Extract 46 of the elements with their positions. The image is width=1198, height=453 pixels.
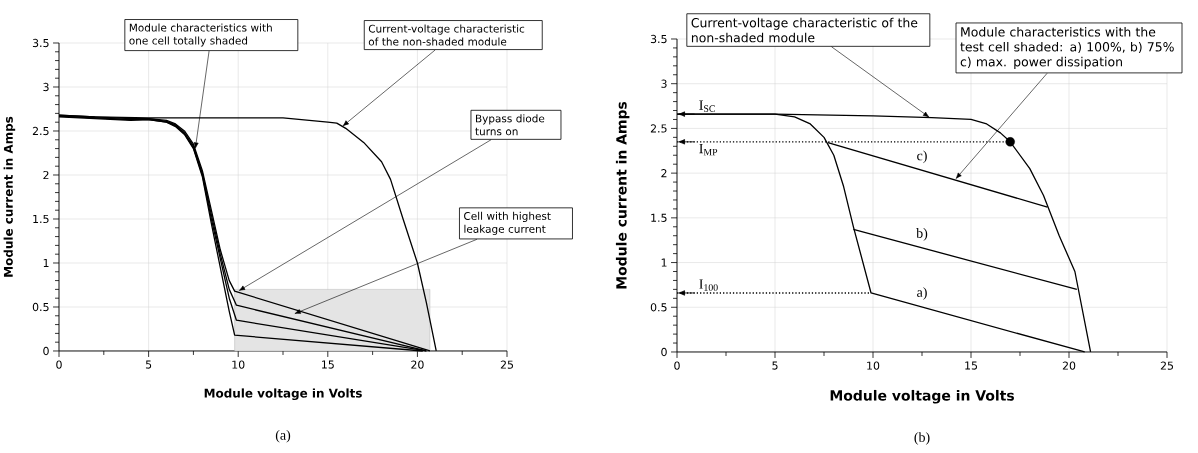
annotation: Module characteristics with one cell totally shaded bbox=[129, 23, 272, 47]
y-tick-label: 3.5 bbox=[32, 38, 49, 48]
annotation: b) bbox=[916, 228, 928, 241]
annotation: Current-voltage characteristic of the non-shaded module bbox=[368, 24, 525, 46]
y-tick-label: 3 bbox=[661, 79, 667, 88]
text: (a) bbox=[275, 429, 291, 443]
annotation: I$_{MP}$ bbox=[699, 144, 718, 156]
y-tick-label: 1.5 bbox=[651, 213, 667, 222]
text: (b) bbox=[914, 432, 930, 445]
y-tick-label: 1 bbox=[43, 259, 49, 267]
y-tick-label: 2.5 bbox=[32, 126, 49, 136]
x-tick-label: 10 bbox=[232, 360, 245, 369]
x-axis-title: Module voltage in Volts bbox=[830, 389, 1014, 404]
y-tick-label: 0 bbox=[43, 346, 49, 356]
x-tick-label: 25 bbox=[1160, 361, 1174, 370]
y-tick-label: 1 bbox=[661, 258, 667, 267]
y-axis-title: Module current in Amps bbox=[615, 101, 630, 289]
x-tick-label: 0 bbox=[56, 360, 62, 369]
x-tick-label: 5 bbox=[772, 361, 778, 370]
y-tick-label: 0 bbox=[661, 347, 667, 357]
annotation: Module characteristics with the test cell shaded: a) 100%, b) 75% c) max. power dissipation bbox=[960, 26, 1174, 69]
y-tick-label: 2 bbox=[43, 170, 49, 180]
x-tick-label: 0 bbox=[674, 361, 680, 370]
annotation: Current-voltage characteristic of the non-shaded module bbox=[691, 17, 918, 43]
y-tick-label: 0.5 bbox=[32, 302, 49, 312]
x-tick-label: 15 bbox=[322, 360, 334, 369]
x-axis-title: Module voltage in Volts bbox=[204, 388, 362, 401]
y-tick-label: 3.5 bbox=[650, 34, 667, 44]
annotation: Cell with highest leakage current bbox=[464, 211, 551, 235]
x-tick-label: 10 bbox=[867, 361, 880, 370]
y-tick-label: 1.5 bbox=[33, 214, 49, 224]
y-tick-label: 2.5 bbox=[650, 124, 667, 133]
y-tick-label: 2 bbox=[661, 169, 667, 178]
annotation: c) bbox=[917, 150, 927, 164]
y-tick-label: 0.5 bbox=[650, 303, 667, 312]
annotation: I$_{100}$ bbox=[699, 279, 718, 291]
x-tick-label: 15 bbox=[965, 361, 978, 370]
annotation: I$_{SC}$ bbox=[699, 100, 715, 112]
y-axis-title: Module current in Amps bbox=[3, 116, 16, 277]
x-tick-label: 5 bbox=[145, 360, 152, 369]
x-tick-label: 25 bbox=[500, 360, 514, 369]
annotation: a) bbox=[917, 287, 927, 300]
annotation: Bypass diode turns on bbox=[475, 114, 545, 136]
x-tick-label: 20 bbox=[411, 360, 424, 369]
y-tick-label: 3 bbox=[43, 82, 49, 92]
x-tick-label: 20 bbox=[1062, 361, 1076, 370]
